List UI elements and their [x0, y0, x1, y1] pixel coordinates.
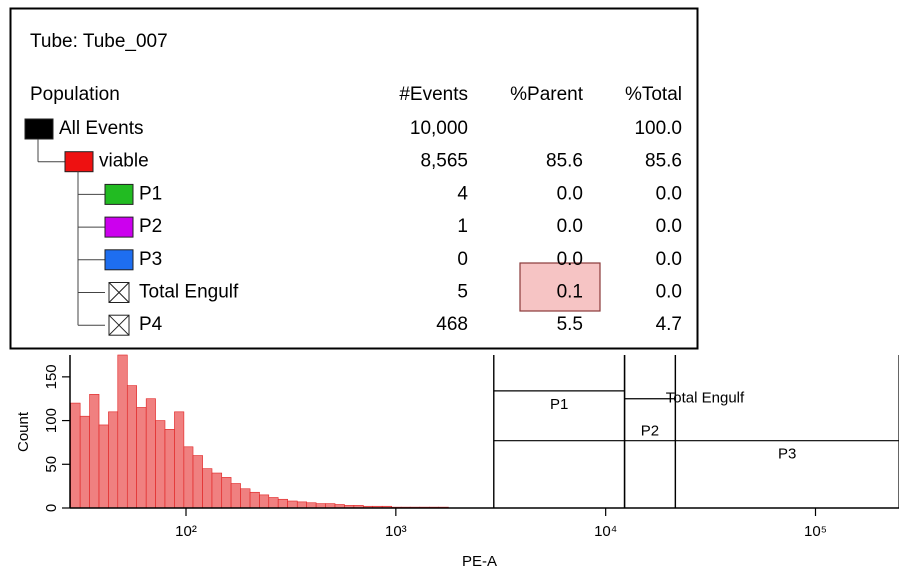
histogram-bar [306, 502, 317, 509]
population-name: P1 [139, 183, 162, 204]
column-header: #Events [399, 84, 468, 105]
population-swatch [64, 151, 94, 173]
parent-cell: 5.5 [557, 314, 583, 335]
parent-cell: 0.1 [557, 282, 583, 303]
parent-cell: 0.0 [557, 216, 583, 237]
gate-label: P2 [641, 423, 659, 440]
population-swatch [104, 216, 134, 238]
histogram-bar [174, 411, 185, 509]
histogram-bar [277, 498, 288, 509]
histogram-bar [192, 455, 203, 509]
histogram-bar [202, 468, 213, 509]
gate-label: P3 [778, 446, 796, 463]
population-swatch [104, 183, 134, 205]
histogram-bar [268, 497, 279, 509]
x-axis-title: PE-A [462, 553, 497, 570]
x-tick-label: 10⁵ [804, 523, 827, 540]
swatch-cross [108, 282, 130, 303]
events-cell: 4 [457, 183, 468, 204]
column-header: %Total [625, 84, 682, 105]
population-swatch [24, 118, 54, 140]
histogram-bar [287, 500, 298, 509]
histogram-bar [211, 472, 223, 509]
histogram-bar [296, 501, 307, 509]
histogram-bar [183, 446, 194, 509]
population-name: All Events [59, 118, 143, 139]
total-cell: 0.0 [656, 249, 682, 270]
population-name: P3 [139, 249, 162, 270]
histogram-bar [230, 483, 241, 509]
y-tick-label: 100 [43, 408, 60, 433]
histogram-bar [164, 429, 175, 509]
highlight-box [519, 262, 601, 312]
parent-cell: 0.0 [557, 249, 583, 270]
histogram-bar [240, 488, 251, 509]
histogram-bar [98, 424, 109, 509]
population-swatch [104, 249, 134, 271]
events-cell: 468 [436, 314, 468, 335]
histogram-bar [79, 415, 90, 509]
events-cell: 0 [457, 249, 468, 270]
column-header: %Parent [510, 84, 584, 105]
total-cell: 85.6 [645, 151, 682, 172]
total-cell: 0.0 [656, 216, 682, 237]
events-cell: 8,565 [420, 151, 468, 172]
gate-label: Total Engulf [666, 390, 745, 407]
x-tick-label: 10⁴ [594, 523, 617, 540]
events-cell: 1 [457, 216, 468, 237]
total-cell: 0.0 [656, 282, 682, 303]
histogram-bar [126, 385, 137, 509]
histogram-bar [249, 491, 260, 509]
gate-label: P1 [550, 396, 568, 413]
x-tick-label: 10³ [385, 523, 407, 540]
parent-cell: 85.6 [546, 151, 583, 172]
population-name: viable [99, 151, 149, 172]
total-cell: 4.7 [656, 314, 682, 335]
population-name: Total Engulf [139, 282, 239, 303]
column-header: Population [30, 84, 120, 105]
swatch-cross [108, 314, 130, 336]
tube-title: Tube: Tube_007 [30, 31, 168, 52]
y-axis-title: Count [15, 411, 32, 452]
histogram-bar [108, 411, 119, 509]
x-tick-label: 10² [175, 523, 197, 540]
histogram-bar [136, 407, 147, 509]
events-cell: 10,000 [410, 118, 468, 139]
histogram-bar [259, 494, 270, 509]
events-cell: 5 [457, 282, 468, 303]
total-cell: 100.0 [634, 118, 682, 139]
parent-cell: 0.0 [557, 183, 583, 204]
y-tick-label: 0 [43, 504, 60, 512]
y-tick-label: 150 [43, 364, 60, 389]
total-cell: 0.0 [656, 183, 682, 204]
histogram-bar [70, 402, 81, 509]
population-name: P2 [139, 216, 162, 237]
histogram-bar [89, 394, 100, 509]
population-name: P4 [139, 314, 163, 335]
histogram-bar [145, 398, 156, 509]
histogram-bar [155, 420, 166, 509]
y-tick-label: 50 [43, 456, 60, 473]
histogram-bar [117, 354, 128, 509]
histogram-bar [221, 477, 232, 509]
